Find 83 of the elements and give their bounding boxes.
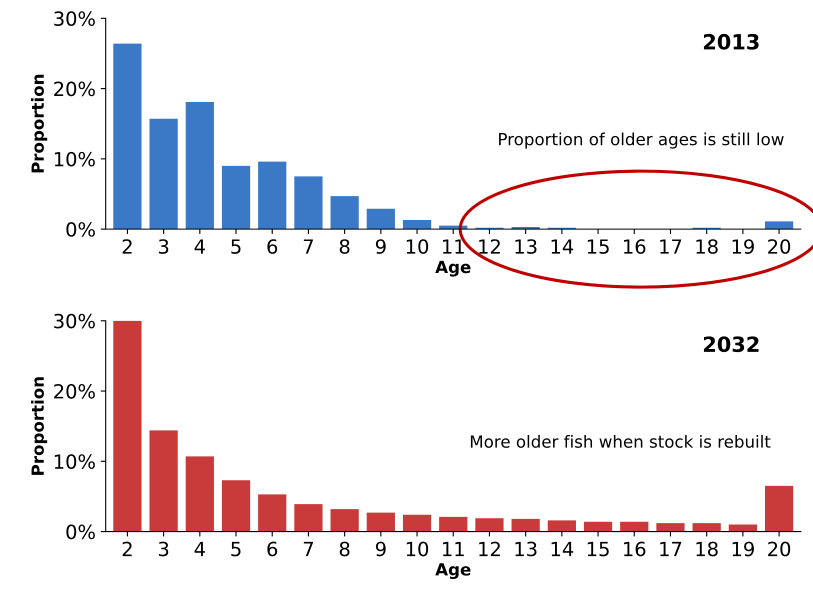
bar	[512, 518, 540, 532]
bar	[402, 220, 432, 230]
x-tick-label: 15	[588, 239, 609, 254]
annotation: Proportion of older ages is still low	[499, 132, 784, 149]
x-tick-label: 16	[624, 239, 646, 254]
x-tick-label: 11	[443, 239, 464, 254]
x-tick-label: 12	[479, 239, 500, 254]
bar	[656, 523, 685, 532]
x-tick-label: 5	[231, 542, 241, 556]
x-tick-label: 13	[515, 542, 536, 556]
x-tick-label: 2	[122, 239, 132, 254]
bar	[113, 44, 142, 230]
bar	[149, 118, 178, 230]
bar	[258, 494, 286, 532]
x-tick-label: 14	[552, 239, 574, 254]
bar	[294, 504, 323, 532]
x-tick-label: 17	[660, 542, 682, 556]
bar	[294, 176, 323, 230]
x-tick-label: 14	[552, 542, 574, 556]
x-tick-label: 10	[406, 239, 428, 254]
x-tick-label: 9	[376, 239, 386, 254]
annotation: More older fish when stock is rebuilt	[470, 434, 770, 448]
y-tick-label: 20%	[54, 82, 95, 96]
bar	[620, 522, 648, 532]
x-tick-label: 20	[768, 239, 790, 254]
x-tick-label: 19	[732, 542, 754, 556]
x-axis-title: Age	[435, 260, 471, 277]
y-axis-title: Proportion	[31, 74, 48, 172]
bar	[113, 320, 142, 532]
bar	[222, 480, 250, 532]
x-tick-label: 16	[624, 542, 646, 556]
x-tick-label: 6	[267, 542, 278, 556]
y-tick-label: 10%	[54, 454, 95, 469]
text: 2013	[704, 34, 759, 50]
bar	[692, 523, 721, 532]
x-tick-label: 9	[376, 542, 386, 556]
x-tick-label: 13	[515, 239, 536, 254]
bar	[149, 430, 178, 532]
bar	[475, 518, 504, 532]
bar	[439, 516, 468, 532]
x-tick-label: 3	[158, 542, 168, 556]
bar	[366, 512, 395, 532]
x-tick-label: 7	[304, 542, 313, 556]
bar	[728, 524, 757, 532]
bar	[186, 456, 214, 532]
x-tick-label: 18	[696, 239, 718, 254]
y-tick-label: 20%	[54, 384, 95, 399]
bar	[764, 486, 794, 532]
x-tick-label: 7	[304, 239, 313, 254]
y-tick-label: 30%	[54, 314, 95, 328]
x-tick-label: 8	[340, 542, 350, 556]
x-tick-label: 18	[696, 542, 718, 556]
text: 2032	[704, 336, 758, 352]
x-axis-title: Age	[435, 563, 471, 580]
bar	[222, 166, 250, 230]
bar	[402, 514, 432, 532]
x-tick-label: 5	[231, 239, 241, 254]
bar	[330, 509, 359, 532]
y-tick-label: 0%	[66, 222, 95, 237]
x-tick-label: 3	[158, 239, 168, 254]
x-tick-label: 12	[479, 542, 500, 556]
x-tick-label: 15	[588, 542, 609, 556]
y-tick-label: 0%	[66, 524, 95, 540]
x-tick-label: 20	[768, 542, 790, 556]
x-tick-label: 10	[406, 542, 428, 556]
x-tick-label: 8	[340, 239, 350, 254]
bar	[330, 196, 359, 230]
bar	[548, 520, 576, 532]
y-tick-label: 30%	[54, 11, 95, 26]
x-tick-label: 4	[194, 542, 205, 556]
bar	[186, 102, 214, 230]
bar	[258, 162, 286, 230]
x-tick-label: 4	[194, 239, 205, 254]
x-tick-label: 2	[122, 542, 132, 556]
bar	[764, 221, 794, 230]
x-tick-label: 6	[267, 239, 278, 254]
x-tick-label: 17	[660, 239, 682, 254]
y-axis-title: Proportion	[31, 377, 48, 475]
x-tick-label: 19	[732, 239, 754, 254]
bar	[366, 208, 395, 230]
bar	[584, 522, 612, 532]
y-tick-label: 10%	[54, 152, 95, 167]
x-tick-label: 11	[443, 542, 464, 556]
